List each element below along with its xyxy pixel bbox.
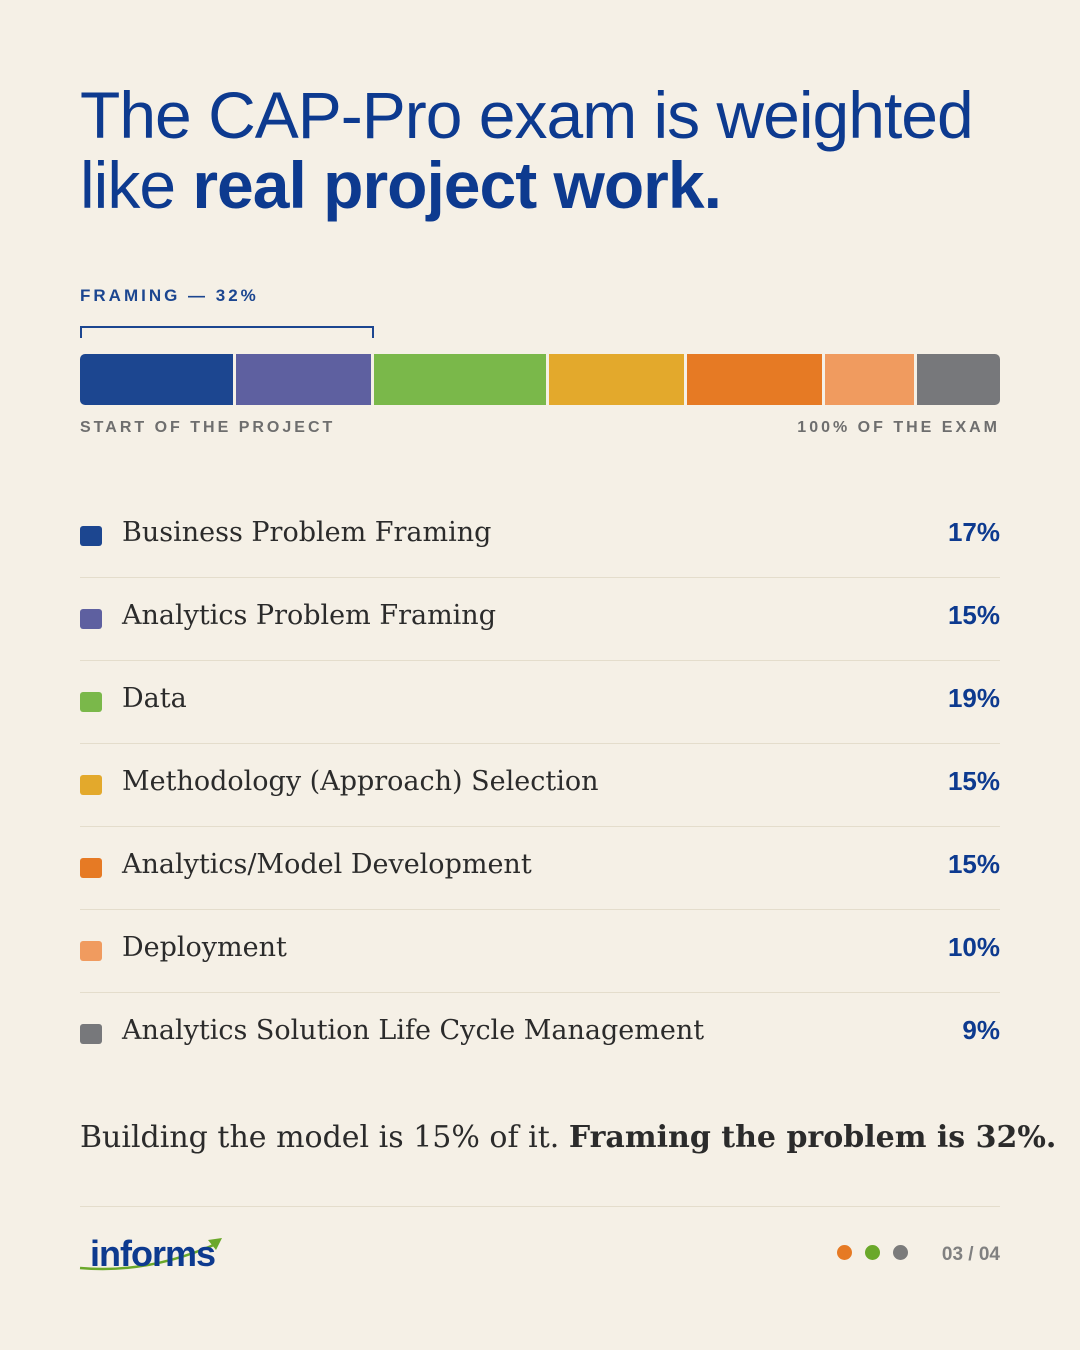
summary-text: Building the model is 15% of it. Framing… [80, 1120, 1056, 1155]
legend-value: 15% [947, 600, 1000, 630]
title-line-2-bold: real project work. [192, 148, 722, 222]
legend-value: 15% [947, 766, 1000, 796]
page-dot-2 [865, 1245, 880, 1260]
title-line-2: like real project work. [80, 148, 722, 222]
legend-label: Analytics Solution Life Cycle Management [122, 1015, 705, 1046]
logo-arrowhead [208, 1238, 222, 1250]
legend-row: Deployment 10% [80, 910, 1000, 993]
bar-segment-3 [374, 354, 547, 405]
legend-value: 19% [947, 683, 1000, 713]
title-line-1: The CAP-Pro exam is weighted [80, 78, 974, 152]
framing-bracket [80, 326, 375, 338]
legend-label: Analytics/Model Development [122, 849, 532, 880]
title-line-2-regular: like [80, 148, 193, 222]
legend-row: Analytics Solution Life Cycle Management… [80, 993, 1000, 1075]
logo-swoosh [79, 1242, 217, 1271]
logo-wordmark: informs [90, 1234, 215, 1274]
stacked-bar [80, 354, 1000, 405]
legend-list: Business Problem Framing 17% Analytics Pro… [80, 495, 1000, 1075]
axis-start-label: START OF THE PROJECT [80, 419, 336, 436]
axis-end-label: 100% OF THE EXAM [797, 419, 1000, 436]
legend-value: 17% [947, 517, 1000, 547]
legend-label: Data [122, 683, 187, 714]
legend-value: 10% [947, 932, 1000, 962]
legend-swatch [80, 1024, 102, 1044]
bar-segment-1 [80, 354, 234, 405]
legend-swatch [80, 858, 102, 878]
page-title: The CAP-Pro exam is weighted like real p… [80, 80, 1000, 220]
legend-swatch [80, 609, 102, 629]
bar-segment-2 [236, 354, 372, 405]
legend-row: Analytics Problem Framing 15% [80, 578, 1000, 661]
bar-segment-4 [549, 354, 685, 405]
legend-label: Analytics Problem Framing [122, 600, 496, 631]
legend-row: Methodology (Approach) Selection 15% [80, 744, 1000, 827]
legend-swatch [80, 526, 102, 546]
legend-label: Deployment [122, 932, 287, 963]
legend-row: Business Problem Framing 17% [80, 495, 1000, 578]
legend-swatch [80, 775, 102, 795]
summary-bold: Framing the problem is 32%. [568, 1120, 1057, 1155]
legend-value: 9% [962, 1015, 1000, 1045]
summary-regular: Building the model is 15% of it. [80, 1120, 569, 1155]
page-dot-3 [893, 1245, 908, 1260]
bar-segment-6 [825, 354, 915, 405]
legend-row: Analytics/Model Development 15% [80, 827, 1000, 910]
legend-label: Business Problem Framing [122, 517, 492, 548]
legend-swatch [80, 941, 102, 961]
page-indicator: 03 / 04 [941, 1244, 1000, 1265]
footer-divider [80, 1206, 1000, 1207]
legend-label: Methodology (Approach) Selection [122, 766, 599, 797]
legend-swatch [80, 692, 102, 712]
page-dot-1 [837, 1245, 852, 1260]
informs-logo: informs [79, 1234, 222, 1274]
legend-value: 15% [947, 849, 1000, 879]
legend-row: Data 19% [80, 661, 1000, 744]
bar-segment-5 [687, 354, 823, 405]
framing-label: FRAMING — 32% [80, 286, 259, 305]
bar-segment-7 [917, 354, 1000, 405]
